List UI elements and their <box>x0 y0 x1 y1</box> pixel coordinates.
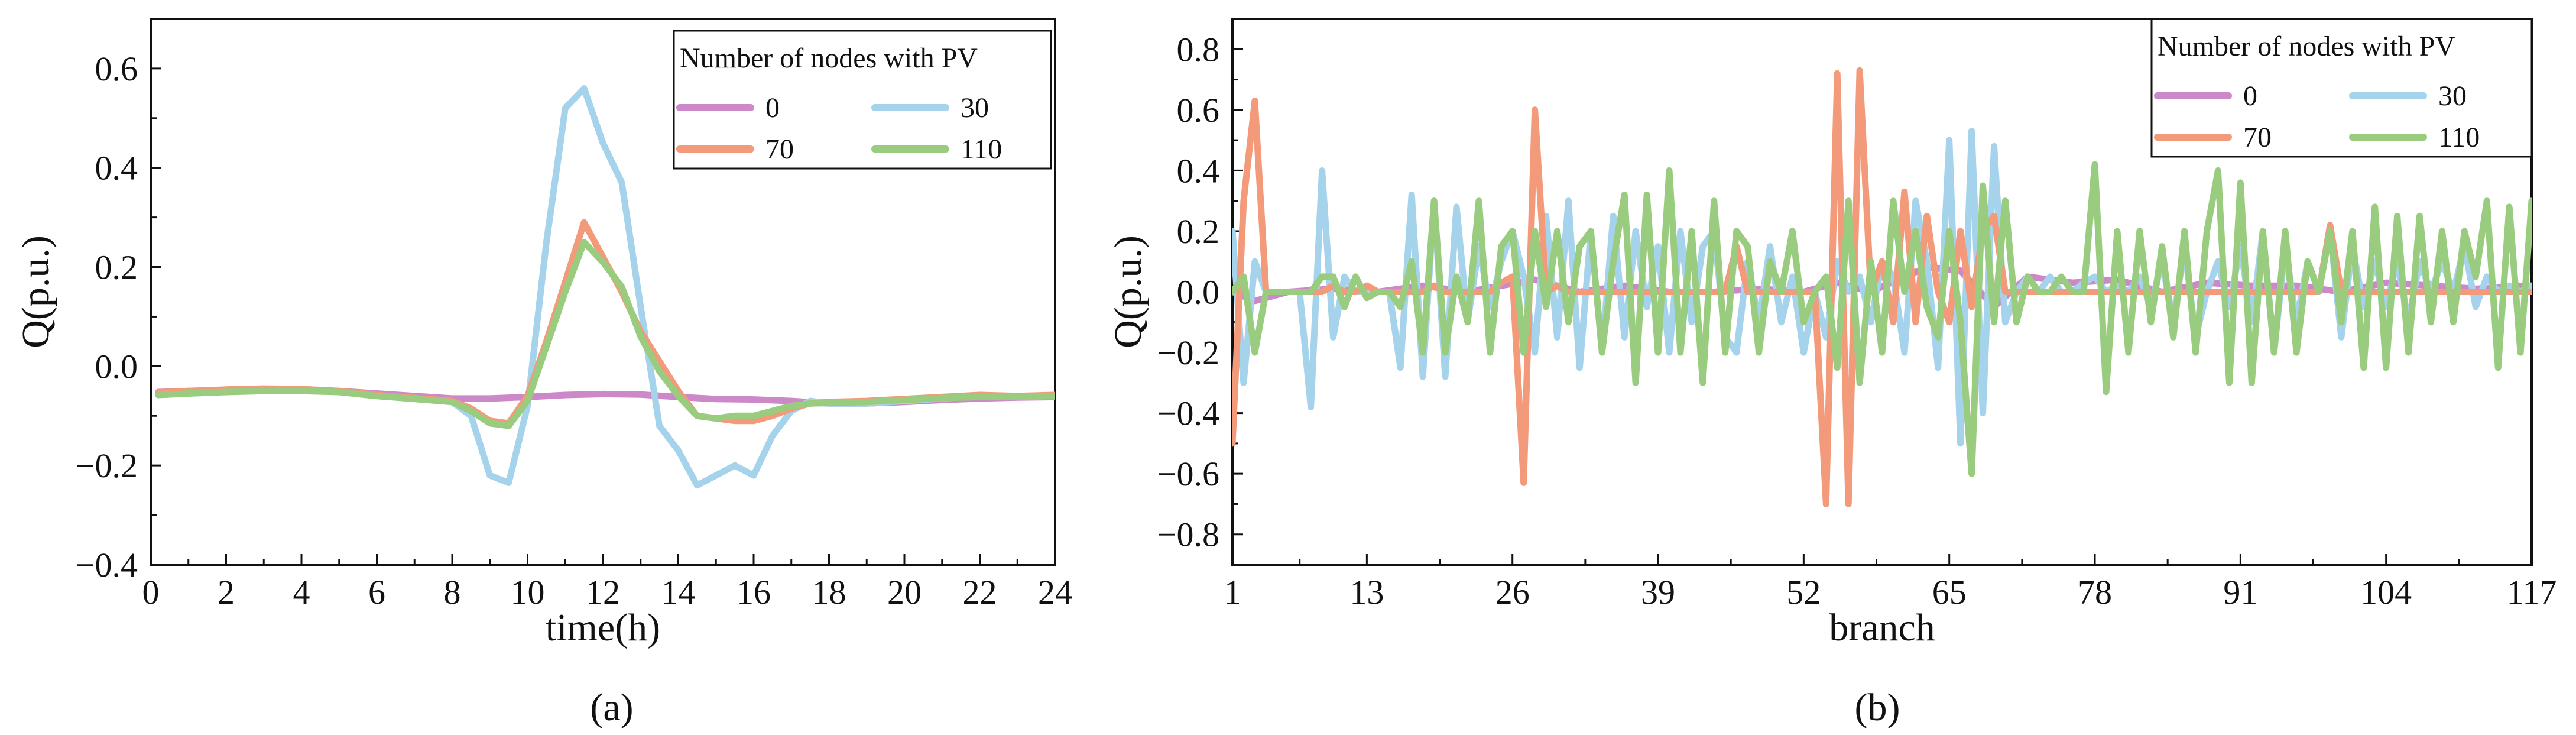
panel-b: 1 13 26 39 52 65 78 91 104 117 −0.8 −0.6 −0.4 −0.2 0.0… <box>1107 18 2557 649</box>
y-axis-label: Q(p.u.) <box>14 235 57 348</box>
legend-label-110: 110 <box>961 134 1002 165</box>
y-tick-label: −0.4 <box>1157 394 1219 433</box>
y-tick-label: −0.8 <box>1157 516 1219 554</box>
x-tick-label: 104 <box>2360 573 2412 611</box>
y-tick-label: 0.6 <box>1177 91 1220 129</box>
series-line-110 <box>1232 161 2532 477</box>
legend: Number of nodes with PV 0 30 70 110 <box>2150 18 2533 158</box>
x-tick-label: 24 <box>1038 573 1072 611</box>
x-tick-label: 10 <box>511 573 545 611</box>
x-tick-label: 22 <box>963 573 997 611</box>
legend-label-30: 30 <box>961 92 989 124</box>
x-tick-label: 2 <box>218 573 235 611</box>
x-tick-label: 13 <box>1349 573 1384 611</box>
series-line-70 <box>1232 67 2532 507</box>
x-tick-label: 20 <box>887 573 922 611</box>
x-tick-label: 4 <box>293 573 310 611</box>
legend-title: Number of nodes with PV <box>2158 31 2455 62</box>
x-tick-label: 26 <box>1495 573 1530 611</box>
y-tick-label: 0.0 <box>95 347 138 386</box>
x-tick-label: 0 <box>142 573 160 611</box>
y-tick-label: −0.2 <box>76 446 138 485</box>
y-tick-label: 0.8 <box>1177 30 1220 69</box>
x-axis-label: time(h) <box>546 606 660 649</box>
y-tick-label: 0.4 <box>95 149 138 187</box>
legend-title: Number of nodes with PV <box>680 43 978 74</box>
x-tick-label: 16 <box>737 573 771 611</box>
legend-label-0: 0 <box>765 92 780 124</box>
x-tick-label: 78 <box>2078 573 2112 611</box>
y-axis-label: Q(p.u.) <box>1107 235 1150 348</box>
legend-label-30: 30 <box>2438 80 2467 112</box>
x-tick-label: 14 <box>661 573 696 611</box>
legend-label-0: 0 <box>2243 80 2257 112</box>
y-tick-label: −0.4 <box>76 546 138 584</box>
legend-label-110: 110 <box>2438 122 2480 153</box>
legend-label-70: 70 <box>2243 122 2272 153</box>
y-tick-label: 0.6 <box>95 50 138 88</box>
x-tick-label: 117 <box>2507 573 2557 611</box>
legend: Number of nodes with PV 0 30 70 110 <box>673 30 1052 170</box>
y-tick-label: 0.2 <box>95 248 138 287</box>
x-tick-label: 39 <box>1641 573 1675 611</box>
x-tick-label: 18 <box>812 573 846 611</box>
series-group <box>1232 67 2532 507</box>
x-tick-label: 52 <box>1786 573 1821 611</box>
panel-caption-b: (b) <box>1855 686 1900 729</box>
x-tick-label: 1 <box>1224 573 1241 611</box>
y-tick-label: −0.6 <box>1157 455 1219 493</box>
panel-a: 0 2 4 6 8 10 12 14 16 18 20 22 24−0.4−0.20.00.20.40.… <box>14 18 1072 649</box>
y-tick-label: 0.4 <box>1177 151 1220 190</box>
legend-label-70: 70 <box>765 134 794 165</box>
x-tick-label: 91 <box>2223 573 2257 611</box>
y-tick-label: −0.2 <box>1157 333 1219 372</box>
series-group <box>155 85 1055 489</box>
series-line-110 <box>155 239 1055 429</box>
panel-caption-a: (a) <box>590 686 633 729</box>
x-tick-label: 8 <box>444 573 461 611</box>
x-tick-label: 65 <box>1932 573 1967 611</box>
x-axis-label: branch <box>1829 606 1935 649</box>
y-tick-label: 0.2 <box>1177 212 1220 251</box>
y-tick-label: 0.0 <box>1177 273 1220 312</box>
x-tick-label: 6 <box>368 573 385 611</box>
x-tick-label: 12 <box>586 573 620 611</box>
